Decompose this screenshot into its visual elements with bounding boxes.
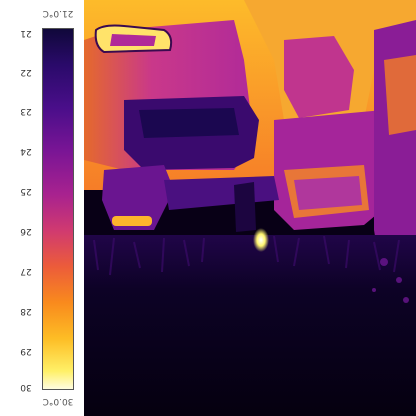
thermal-image-canvas	[84, 0, 416, 416]
mount-bracket	[234, 182, 256, 232]
scale-tick: 27	[20, 266, 32, 276]
scale-tick: 28	[20, 306, 32, 316]
scale-tick: 26	[20, 226, 32, 236]
temperature-scale-panel: 21.0°C 21 22 23 24 25 26 27 28 29 30 30.…	[0, 0, 84, 416]
scale-min-label: 30.0°C	[42, 396, 74, 406]
lower-left-component	[102, 165, 174, 230]
undercarriage-core	[139, 108, 239, 138]
scale-tick: 22	[20, 67, 32, 77]
right-edge-hot	[384, 55, 416, 135]
wheel-housing-mid	[284, 36, 354, 118]
thermal-image	[84, 0, 416, 416]
cold-ground	[84, 235, 416, 416]
hot-spot	[253, 228, 269, 252]
drive-shaft	[164, 176, 279, 210]
edge-speckles	[372, 258, 409, 303]
scale-max-label: 21.0°C	[42, 8, 74, 18]
grass-texture	[93, 235, 400, 276]
bumper-inner	[110, 34, 156, 46]
scale-tick: 21	[20, 28, 32, 38]
temperature-color-bar	[42, 28, 74, 390]
exhaust-hot	[112, 216, 152, 226]
scale-tick: 25	[20, 186, 32, 196]
scale-tick: 23	[20, 106, 32, 116]
scale-tick: 29	[20, 346, 32, 356]
scale-tick: 30	[20, 382, 32, 392]
scale-tick: 24	[20, 146, 32, 156]
component-right-inner	[294, 176, 362, 210]
